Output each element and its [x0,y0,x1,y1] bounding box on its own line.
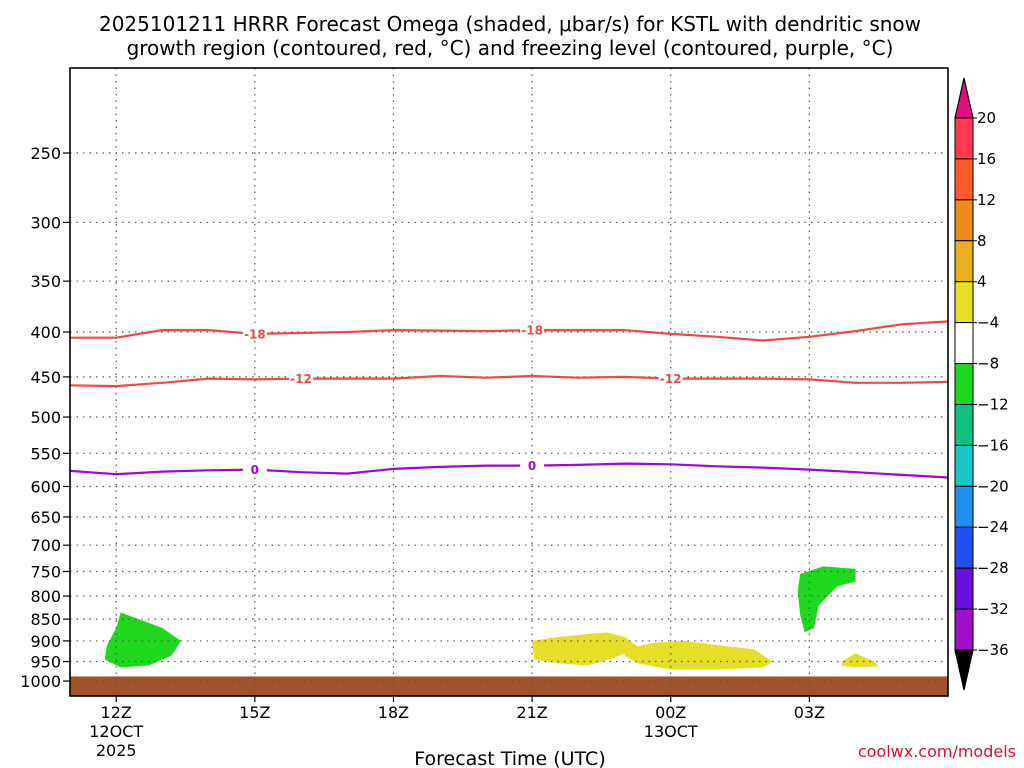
contour-minus-12-label-1: -12 [660,372,682,386]
colorbar-top-arrow [954,77,974,119]
omega-region-3 [624,640,773,670]
colorbar-band-7 [954,403,974,446]
y-tick-label-450: 450 [30,368,61,387]
y-tick-label-900: 900 [30,632,61,651]
x-tick-date-00Z: 13OCT [644,722,698,741]
y-tick-label-250: 250 [30,144,61,163]
colorbar-bottom-arrow [954,649,974,691]
ground-surface [70,676,948,696]
y-tick-label-700: 700 [30,536,61,555]
colorbar-band-6 [954,363,974,405]
plot-frame [69,67,949,697]
colorbar-label-7: −12 [977,395,1009,413]
title: 2025101211 HRRR Forecast Omega (shaded, … [99,12,921,60]
y-tick-label-350: 350 [30,272,61,291]
colorbar-label-6: −8 [977,355,999,373]
omega-region-1 [104,612,181,668]
contour-minus-18-label-bg-1 [520,323,545,338]
contour-minus-18-label-bg-0 [242,326,267,341]
contour-minus-12-label-bg-0 [289,371,314,386]
x-tick-label-03Z: 03Z [794,703,825,722]
colorbar-label-10: −24 [977,518,1009,536]
title-line-2: growth region (contoured, red, °C) and f… [127,36,894,60]
contour-zero-label-bg-1 [520,458,545,473]
colorbar-band-8 [954,444,974,487]
contour-minus-12-label-0: -12 [290,372,312,386]
colorbar-label-13: −36 [977,641,1009,659]
contour-minus-18 [70,320,949,342]
y-tick-label-950: 950 [30,653,61,672]
colorbar-band-10 [954,526,974,569]
credit-text: coolwx.com/models [858,742,1016,761]
x-tick-label-15Z: 15Z [239,703,270,722]
colorbar-label-3: 8 [977,232,987,250]
x-tick-label-21Z: 21Z [516,703,547,722]
colorbar-band-2 [954,199,974,242]
y-tick-label-600: 600 [30,477,61,496]
contour-minus-18-label-0: -18 [244,327,266,341]
contour-zero-label-bg-0 [242,462,267,477]
contour-zero-label-0: 0 [251,463,259,477]
y-tick-label-1000: 1000 [20,672,61,691]
colorbar-band-4 [954,281,974,324]
x-tick-label-12Z: 12Z [101,703,132,722]
colorbar-band-5 [954,322,974,365]
omega-region-4 [797,566,856,633]
colorbar-label-9: −20 [977,477,1009,495]
colorbar-label-5: −4 [977,314,999,332]
y-tick-label-400: 400 [30,323,61,342]
plot-area: -18 -18 -12 -12 0 0 [69,67,949,697]
contour-minus-18-label-1: -18 [521,324,543,338]
title-line-1: 2025101211 HRRR Forecast Omega (shaded, … [99,12,921,36]
y-tick-label-750: 750 [30,562,61,581]
colorbar-label-1: 16 [977,150,996,168]
contour-zero [69,462,949,479]
y-tick-label-800: 800 [30,587,61,606]
colorbar-band-0 [954,117,974,160]
y-axis: 250 300 350 400 450 500 550 600 650 700 750 800 850 9… [20,144,70,691]
y-tick-label-650: 650 [30,508,61,527]
contour-minus-12-label-bg-1 [658,371,683,386]
colorbar-label-8: −16 [977,436,1009,454]
x-tick-label-18Z: 18Z [378,703,409,722]
colorbar-label-0: 20 [977,109,996,127]
colorbar-label-4: 4 [977,273,987,291]
omega-region-5 [841,653,879,668]
x-tick-date-12Z: 12OCT [89,722,143,741]
colorbar-band-3 [954,240,974,283]
colorbar-label-11: −28 [977,559,1009,577]
x-axis-label: Forecast Time (UTC) [414,748,605,768]
contour-zero-label-1: 0 [528,459,536,473]
colorbar-band-12 [954,608,974,651]
contour-minus-12 [69,374,949,388]
colorbar-band-11 [954,567,974,610]
y-tick-label-550: 550 [30,444,61,463]
colorbar-label-2: 12 [977,191,996,209]
colorbar: 20 16 12 8 4 −4 −8 −12 −16 −20 −24 −28 −32 −36 [954,77,1009,691]
y-tick-label-500: 500 [30,408,61,427]
x-tick-label-00Z: 00Z [655,703,686,722]
colorbar-band-9 [954,485,974,528]
colorbar-band-1 [954,158,974,201]
y-tick-label-300: 300 [30,213,61,232]
colorbar-label-12: −32 [977,600,1009,618]
y-tick-label-850: 850 [30,610,61,629]
x-tick-year-12Z: 2025 [96,741,137,760]
